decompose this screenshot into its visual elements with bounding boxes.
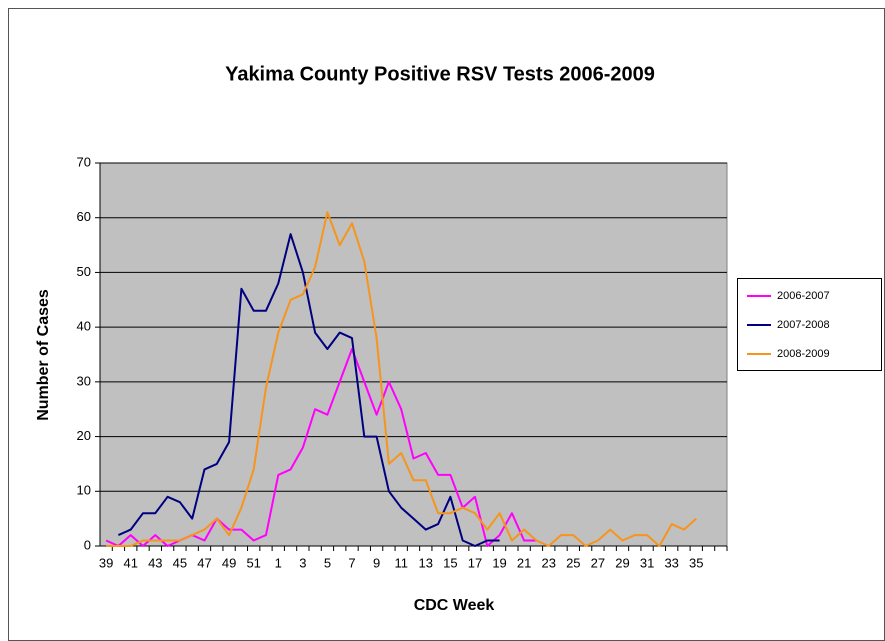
x-tick-label: 19 (492, 555, 506, 570)
x-tick-label: 21 (517, 555, 531, 570)
y-tick-label: 0 (84, 537, 91, 552)
x-tick-label: 17 (468, 555, 482, 570)
y-tick-label: 20 (77, 428, 91, 443)
legend-label: 2008-2009 (777, 348, 830, 360)
x-tick-label: 11 (394, 555, 408, 570)
x-tick-label: 47 (197, 555, 211, 570)
legend-label: 2007-2008 (777, 319, 830, 331)
x-tick-label: 23 (542, 555, 556, 570)
y-tick-label: 70 (77, 154, 91, 169)
x-tick-label: 49 (222, 555, 236, 570)
x-tick-label: 39 (99, 555, 113, 570)
legend-label: 2006-2007 (777, 290, 830, 302)
series-line (117, 233, 500, 547)
x-axis-label: CDC Week (414, 597, 495, 614)
chart-title: Yakima County Positive RSV Tests 2006-20… (225, 63, 655, 85)
y-tick-label: 10 (77, 483, 91, 498)
x-tick-label: 7 (348, 555, 355, 570)
x-tick-label: 33 (664, 555, 678, 570)
x-tick-label: 45 (173, 555, 187, 570)
x-tick-label: 25 (566, 555, 580, 570)
y-tick-label: 30 (77, 373, 91, 388)
x-tick-label: 9 (373, 555, 380, 570)
x-tick-label: 31 (640, 555, 654, 570)
y-axis-label: Number of Cases (35, 289, 52, 421)
x-tick-label: 29 (615, 555, 629, 570)
x-tick-label: 35 (689, 555, 703, 570)
x-tick-label: 27 (591, 555, 605, 570)
x-tick-label: 3 (299, 555, 306, 570)
x-tick-label: 5 (324, 555, 331, 570)
y-tick-label: 60 (77, 209, 91, 224)
x-tick-label: 41 (124, 555, 138, 570)
x-tick-label: 43 (148, 555, 162, 570)
series-line (106, 211, 697, 547)
x-tick-label: 15 (443, 555, 457, 570)
y-tick-label: 50 (77, 264, 91, 279)
plot-area (99, 162, 728, 547)
x-tick-label: 13 (419, 555, 433, 570)
x-tick-label: 1 (275, 555, 282, 570)
x-tick-label: 51 (246, 555, 260, 570)
y-tick-label: 40 (77, 319, 91, 334)
